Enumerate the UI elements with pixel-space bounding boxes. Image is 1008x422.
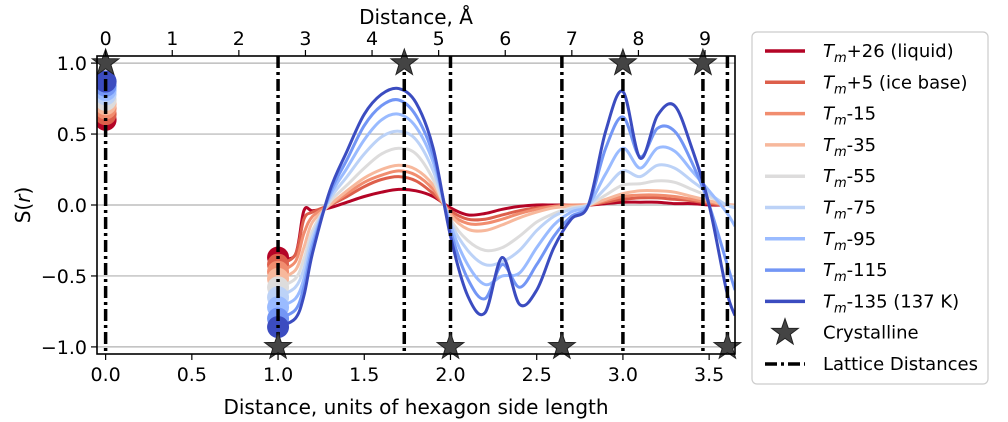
- top-x-tick-label: 8: [632, 28, 644, 50]
- series-line: [277, 86, 735, 329]
- legend-label: Tm-75: [823, 198, 876, 223]
- legend: Tm+26 (liquid) Tm+5 (ice base) Tm-15 Tm-35 T…: [751, 31, 989, 385]
- legend-label: Tm+5 (ice base): [823, 72, 968, 97]
- legend-label: Tm+26 (liquid): [823, 41, 954, 66]
- legend-label: Lattice Distances: [823, 354, 978, 375]
- top-x-tick-label: 7: [566, 28, 578, 50]
- legend-label: Tm-115: [823, 260, 888, 285]
- legend-label: Crystalline: [823, 323, 919, 344]
- top-x-tick-label: 6: [499, 28, 511, 50]
- y-axis-label: S(r): [11, 187, 35, 224]
- crystalline-star: [435, 331, 466, 360]
- top-x-tick-label: 5: [433, 28, 445, 50]
- series-line: [277, 169, 735, 274]
- x-tick-label: 2.0: [435, 364, 465, 386]
- series-line: [277, 146, 735, 289]
- series-line: [277, 98, 735, 320]
- y-tick-label: 1.0: [57, 53, 87, 75]
- x-tick-label: 1.5: [349, 364, 379, 386]
- y-tick-label: 0.0: [57, 195, 87, 217]
- grid-lines: [97, 62, 735, 348]
- crystalline-star: [90, 47, 121, 76]
- x-tick-label: 0.0: [91, 364, 121, 386]
- crystalline-markers-group: [90, 47, 743, 360]
- y-tick-label: −1.0: [41, 337, 87, 359]
- top-x-tick-label: 9: [699, 28, 711, 50]
- series-line: [277, 175, 735, 266]
- y-tick-label: −0.5: [41, 266, 87, 288]
- series-line: [277, 163, 735, 281]
- top-x-tick-label: 3: [299, 28, 311, 50]
- crystalline-star: [688, 47, 718, 76]
- crystalline-star: [547, 331, 577, 360]
- x-axis-label: Distance, units of hexagon side length: [223, 395, 608, 419]
- crystalline-star: [389, 47, 420, 76]
- series-line: [277, 187, 735, 261]
- crystalline-star: [263, 331, 293, 360]
- x-tick-label: 3.5: [694, 364, 724, 386]
- legend-star-swatch: [770, 317, 800, 346]
- legend-label: Tm-55: [823, 166, 876, 191]
- x-tick-label: 1.0: [263, 364, 293, 386]
- legend-frame: [751, 31, 989, 385]
- series-group: [97, 70, 735, 339]
- legend-label: Tm-135 (137 K): [823, 291, 959, 316]
- top-x-tick-label: 1: [166, 28, 178, 50]
- crystalline-star: [712, 331, 743, 360]
- top-x-tick-label: 2: [233, 28, 245, 50]
- x-tick-label: 2.5: [522, 364, 552, 386]
- series-line: [277, 129, 735, 299]
- top-x-tick-label: 0: [100, 28, 112, 50]
- lattice-lines-group: [103, 56, 730, 354]
- top-x-tick-label: 4: [366, 28, 378, 50]
- axes-group: 0.0 0.5 1.0 1.5 2.0 2.5 3.0 3.5 0 1 2 3 4 5 6 7 8 9 −1.0 −0…: [41, 28, 724, 386]
- crystalline-star: [608, 47, 638, 76]
- x-tick-label: 3.0: [608, 364, 638, 386]
- top-x-axis-label: Distance, Å: [359, 5, 473, 29]
- legend-label: Tm-95: [823, 229, 876, 254]
- legend-label: Tm-15: [823, 104, 876, 129]
- series-line: [277, 112, 735, 309]
- x-tick-label: 0.5: [177, 364, 207, 386]
- y-tick-label: 0.5: [57, 124, 87, 146]
- legend-label: Tm-35: [823, 135, 876, 160]
